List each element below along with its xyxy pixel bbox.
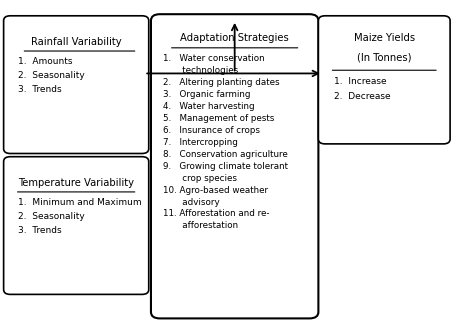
- Text: Rainfall Variability: Rainfall Variability: [31, 36, 121, 47]
- Text: (In Tonnes): (In Tonnes): [357, 53, 411, 63]
- Text: 1.  Increase
2.  Decrease: 1. Increase 2. Decrease: [334, 77, 391, 101]
- Text: Temperature Variability: Temperature Variability: [18, 178, 134, 188]
- Text: 1.   Water conservation
       technologies
2.   Altering planting dates
3.   Or: 1. Water conservation technologies 2. Al…: [163, 54, 289, 230]
- FancyBboxPatch shape: [4, 157, 149, 294]
- Text: 1.  Amounts
2.  Seasonality
3.  Trends: 1. Amounts 2. Seasonality 3. Trends: [18, 57, 85, 94]
- FancyBboxPatch shape: [4, 16, 149, 153]
- Text: Adaptation Strategies: Adaptation Strategies: [180, 33, 289, 43]
- FancyBboxPatch shape: [151, 14, 318, 318]
- Text: Maize Yields: Maize Yields: [354, 33, 415, 43]
- Text: 1.  Minimum and Maximum
2.  Seasonality
3.  Trends: 1. Minimum and Maximum 2. Seasonality 3.…: [18, 198, 142, 235]
- FancyBboxPatch shape: [318, 16, 450, 144]
